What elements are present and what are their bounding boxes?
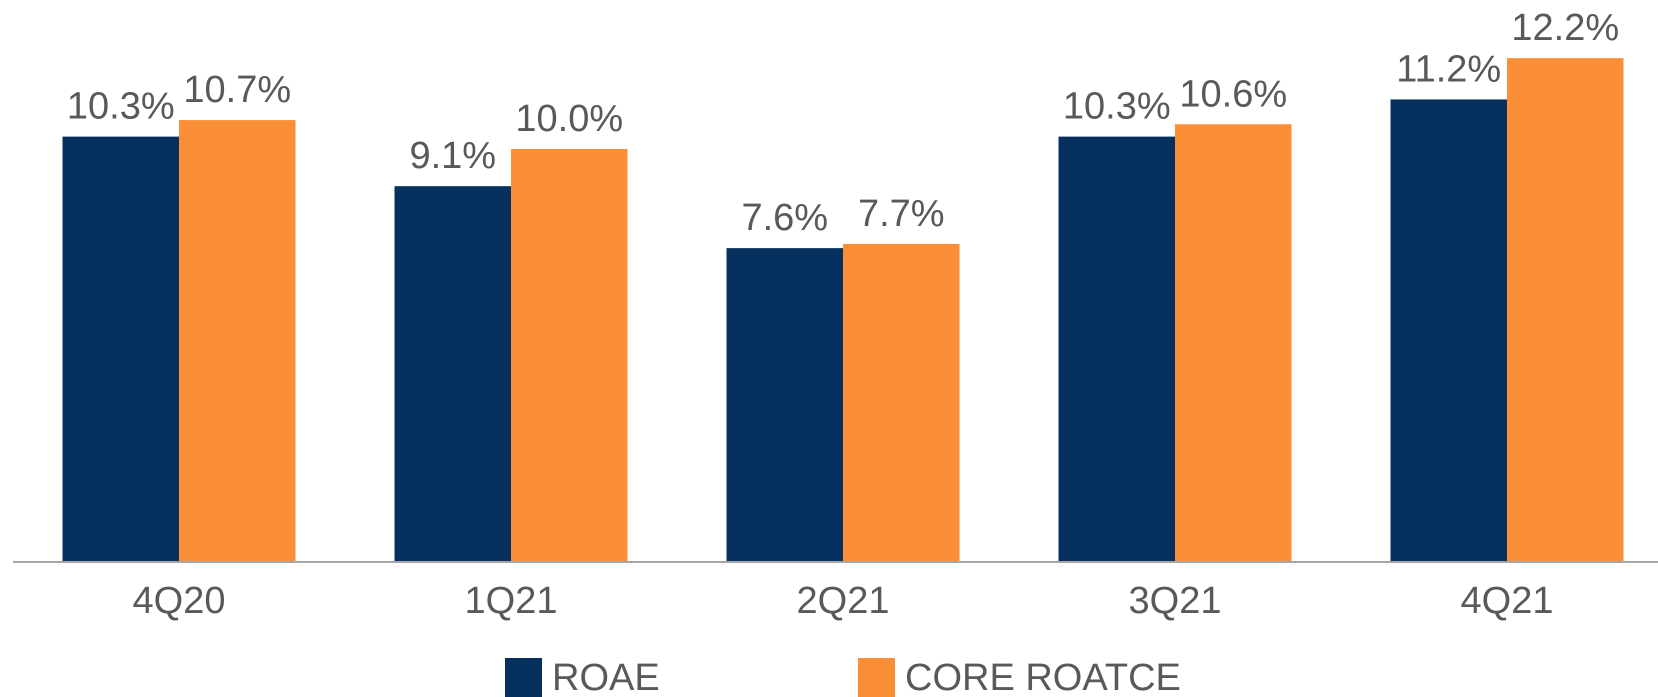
- bar: [1390, 99, 1507, 562]
- x-tick-label: 1Q21: [465, 580, 558, 622]
- data-label: 10.3%: [67, 86, 175, 128]
- data-label: 10.7%: [183, 69, 291, 111]
- bar: [511, 149, 628, 562]
- data-label: 10.0%: [515, 98, 623, 140]
- data-label: 12.2%: [1511, 7, 1619, 49]
- legend-swatch: [505, 658, 542, 697]
- data-label: 10.3%: [1063, 86, 1171, 128]
- x-tick-label: 3Q21: [1129, 580, 1222, 622]
- x-tick-label: 2Q21: [797, 580, 890, 622]
- x-tick-label: 4Q21: [1461, 580, 1554, 622]
- data-label: 11.2%: [1396, 48, 1501, 90]
- bar: [394, 186, 511, 563]
- bar: [726, 248, 843, 562]
- bar: [1507, 58, 1624, 562]
- data-label: 10.6%: [1179, 73, 1287, 115]
- data-label: 9.1%: [409, 135, 496, 177]
- bar: [62, 136, 179, 563]
- bar: [179, 120, 296, 562]
- legend-swatch: [858, 658, 895, 697]
- data-label: 7.7%: [858, 193, 945, 235]
- bar: [843, 243, 960, 563]
- bar: [1058, 136, 1175, 563]
- data-label: 7.6%: [741, 197, 828, 239]
- legend-label: CORE ROATCE: [905, 657, 1181, 697]
- legend-label: ROAE: [552, 657, 660, 697]
- x-tick-label: 4Q20: [133, 580, 226, 622]
- bar: [1175, 124, 1292, 562]
